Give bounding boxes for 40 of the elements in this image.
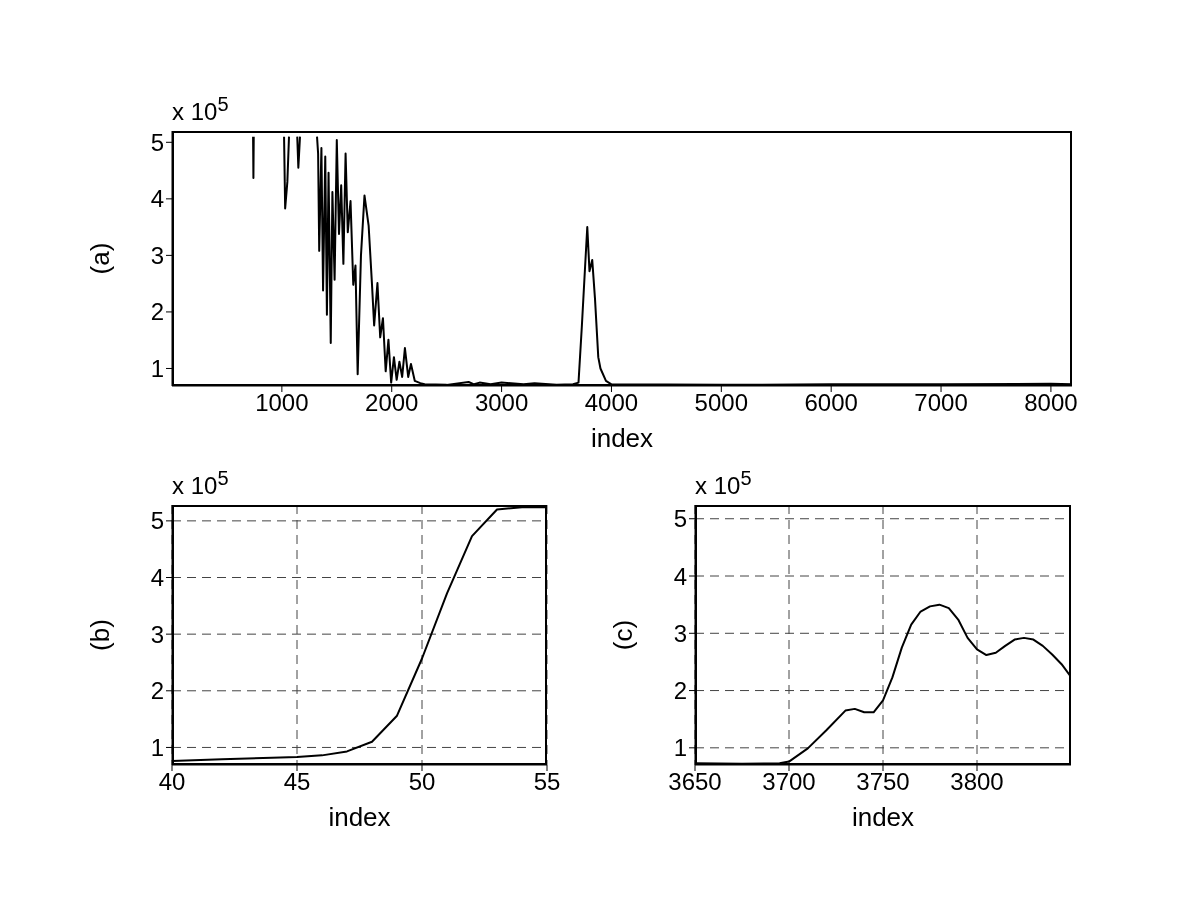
- y-tick-label: 3: [150, 241, 164, 269]
- y-axis-title: (a): [85, 242, 116, 275]
- y-tick-label: 1: [150, 354, 164, 382]
- text: x 10$^{5}$: [172, 467, 229, 500]
- x-tick-label: 2000: [365, 389, 419, 417]
- y-tick-label: 4: [150, 564, 164, 592]
- x-axis-title: index: [851, 802, 915, 832]
- y-axis-title: (b): [85, 619, 116, 651]
- y-tick-label: 5: [673, 505, 687, 533]
- x-tick-label: 5000: [694, 389, 749, 417]
- x-tick-label: 50: [408, 768, 436, 796]
- x-axis-title: index: [328, 802, 391, 832]
- x-tick-label: 8000: [1024, 389, 1078, 417]
- x-tick-label: 45: [283, 768, 311, 796]
- y-tick-label: 2: [150, 677, 164, 705]
- y-tick-label: 1: [673, 734, 687, 762]
- x-tick-label: 3700: [762, 768, 816, 796]
- y-tick-label: 3: [673, 619, 687, 647]
- y-tick-label: 3: [150, 620, 164, 648]
- text: x 10$^{5}$: [695, 467, 752, 500]
- text: x 10$^{5}$: [172, 93, 229, 126]
- x-tick-label: 6000: [804, 389, 858, 417]
- x-tick-label: 3800: [950, 768, 1004, 796]
- y-tick-label: 5: [150, 128, 164, 156]
- x-tick-label: 3650: [668, 768, 722, 796]
- y-tick-label: 5: [150, 507, 164, 535]
- x-tick-label: 1000: [255, 389, 309, 417]
- x-axis-title: index: [590, 423, 654, 453]
- y-axis-title: (c): [608, 619, 639, 651]
- x-tick-label: 55: [533, 768, 561, 796]
- x-tick-label: 40: [158, 768, 186, 796]
- y-tick-label: 2: [673, 677, 687, 705]
- x-tick-label: 3000: [474, 389, 529, 417]
- y-tick-label: 1: [150, 733, 164, 761]
- x-tick-label: 3750: [856, 768, 910, 796]
- y-tick-label: 4: [150, 185, 164, 213]
- x-tick-label: 7000: [914, 389, 968, 417]
- y-tick-label: 4: [673, 562, 687, 590]
- y-tick-label: 2: [150, 298, 164, 326]
- x-tick-label: 4000: [584, 389, 639, 417]
